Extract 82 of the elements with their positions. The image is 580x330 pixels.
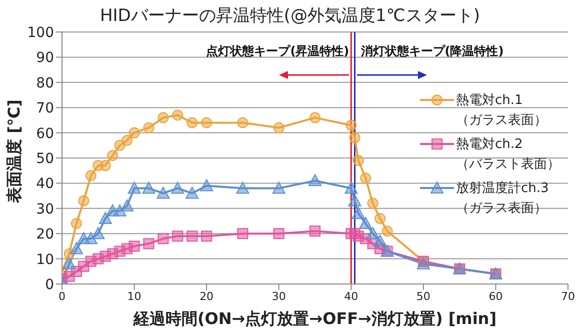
y-tick-label: 50 (36, 150, 54, 167)
x-tick-label: 40 (344, 290, 358, 303)
x-tick-label: 70 (561, 290, 575, 303)
chart-title: HIDバーナーの昇温特性(@外気温度1℃スタート) (100, 6, 480, 26)
point (272, 182, 286, 194)
point (237, 117, 248, 128)
point (158, 233, 169, 244)
x-axis-title: 経過時間(ON→点灯放置→OFF→消灯放置) [min] (132, 309, 497, 328)
point (382, 226, 393, 237)
x-tick-label: 0 (58, 290, 66, 303)
point (62, 257, 76, 270)
x-tick-label: 50 (416, 290, 430, 303)
point (201, 117, 212, 128)
point (186, 186, 199, 199)
point (374, 234, 387, 247)
point (122, 134, 133, 146)
point (352, 206, 365, 219)
point (78, 195, 90, 206)
point (107, 150, 118, 161)
point (366, 227, 380, 240)
point (156, 186, 170, 199)
point (171, 182, 184, 194)
point (114, 140, 126, 151)
point (70, 218, 82, 230)
point (308, 174, 322, 186)
point (360, 172, 372, 184)
x-tick-label: 20 (200, 290, 214, 303)
point (128, 240, 140, 252)
point (143, 122, 154, 134)
point (346, 120, 357, 131)
y-tick-label: 60 (36, 126, 54, 142)
point (113, 204, 126, 216)
point (84, 232, 98, 244)
point (348, 194, 362, 206)
point (200, 179, 214, 192)
y-tick-label: 20 (36, 226, 54, 243)
x-tick-label: 30 (272, 290, 286, 303)
y-tick-label: 100 (27, 24, 54, 41)
y-tick-label: 0 (45, 276, 54, 293)
point (120, 199, 134, 212)
point (237, 228, 248, 240)
point (128, 182, 141, 194)
point (142, 182, 156, 194)
legend-label: 熱電対ch.1 （ガラス表面） (456, 92, 547, 129)
point (310, 226, 320, 237)
y-tick-label: 30 (36, 201, 54, 218)
legend-label: 熱電対ch.2 （バラスト表面） (456, 136, 560, 173)
annotation: 点灯状態キープ(昇温特性) (206, 42, 350, 60)
point (70, 242, 83, 254)
x-tick-label: 60 (488, 290, 503, 303)
y-tick-label: 10 (36, 252, 54, 268)
point (158, 112, 169, 124)
annotation: 消灯状態キープ(降温特性) (360, 42, 504, 60)
point (349, 132, 360, 144)
point (201, 230, 212, 242)
point (100, 160, 111, 172)
y-tick-label: 40 (36, 176, 54, 192)
point (128, 127, 140, 138)
legend-label: 放射温度計ch.3 （ガラス表面） (456, 180, 549, 217)
point (344, 182, 358, 194)
point (310, 112, 320, 124)
point (98, 212, 112, 224)
point (416, 257, 430, 270)
y-axis-title: 表面温度 [℃] (4, 99, 24, 204)
point (273, 228, 284, 240)
y-tick-label: 70 (36, 100, 54, 117)
point (367, 198, 378, 209)
point (374, 212, 386, 224)
point (273, 122, 284, 134)
point (172, 230, 184, 242)
x-tick-label: 10 (127, 290, 142, 303)
point (352, 155, 364, 166)
point (359, 217, 372, 230)
point (186, 117, 198, 128)
point (143, 238, 154, 250)
y-tick-label: 80 (36, 75, 54, 92)
point (92, 227, 105, 240)
point (85, 170, 96, 182)
point (186, 230, 198, 242)
point (236, 182, 250, 194)
point (172, 110, 184, 121)
y-tick-label: 90 (36, 50, 54, 66)
